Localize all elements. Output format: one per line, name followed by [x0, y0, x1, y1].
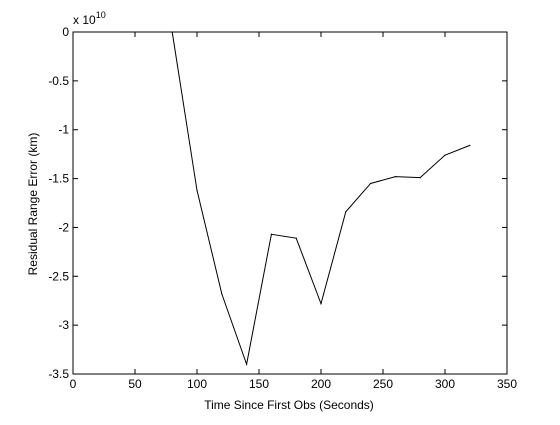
y-tick-label: 0 — [62, 25, 69, 39]
data-point — [171, 31, 173, 33]
x-tick-label: 0 — [70, 377, 77, 391]
y-tick-label: -0.5 — [48, 74, 69, 88]
data-point — [469, 144, 471, 146]
x-tick-label: 150 — [249, 377, 269, 391]
data-point — [270, 233, 272, 235]
plot-area-frame — [72, 31, 508, 375]
data-point — [370, 182, 372, 185]
y-tick-label: -2.5 — [48, 269, 69, 283]
data-point — [221, 293, 223, 295]
data-point — [394, 176, 396, 178]
data-point — [345, 211, 347, 213]
y-axis-exponent-power: 10 — [96, 10, 106, 20]
x-tick-label: 350 — [497, 377, 517, 391]
data-point — [419, 176, 421, 179]
x-axis-label: Time Since First Obs (Seconds) — [204, 398, 374, 412]
data-point — [246, 363, 248, 365]
y-tick-label: -3.5 — [48, 367, 69, 381]
y-axis-exponent-prefix: x 10 — [73, 13, 96, 27]
y-axis-exponent-label: x 1010 — [73, 10, 106, 27]
data-point — [444, 154, 446, 156]
x-tick-label: 100 — [187, 377, 207, 391]
y-tick-label: -1 — [58, 123, 69, 137]
x-tick-label: 200 — [311, 377, 331, 391]
y-tick-label: -3 — [58, 318, 69, 332]
y-axis-label: Residual Range Error (km) — [26, 133, 40, 276]
x-tick-label: 50 — [128, 377, 142, 391]
data-point — [320, 303, 322, 305]
data-point — [295, 237, 297, 239]
x-tick-label: 300 — [435, 377, 455, 391]
y-tick-label: -1.5 — [48, 172, 69, 186]
y-tick-label: -2 — [58, 220, 69, 234]
x-tick-label: 250 — [373, 377, 393, 391]
data-point — [196, 189, 198, 191]
